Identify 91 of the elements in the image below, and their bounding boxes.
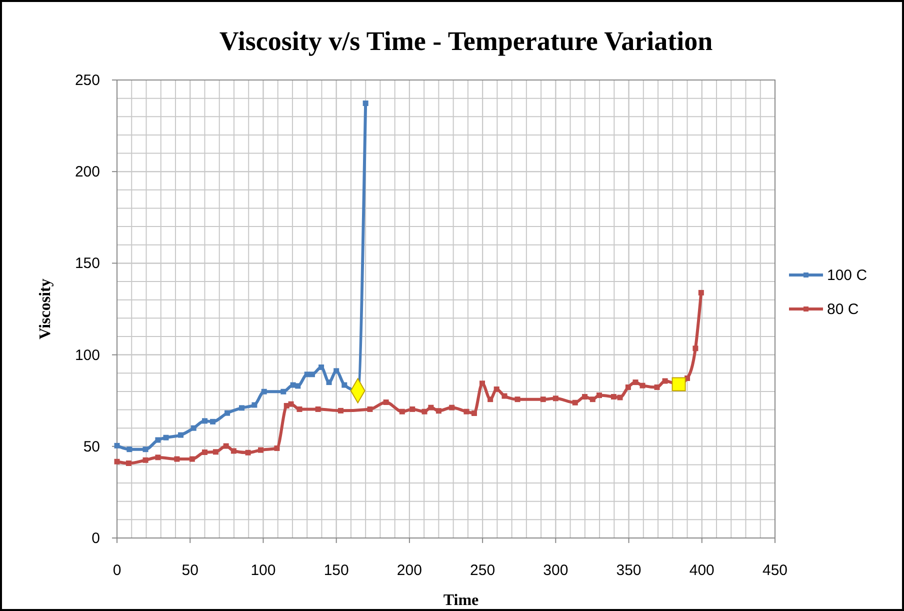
point [210,418,216,424]
point [252,402,258,408]
legend-label: 100 C [827,267,868,284]
point [362,100,368,106]
point [274,445,280,451]
x-tick-label: 450 [762,562,788,579]
point [572,400,578,406]
point [494,386,500,392]
point [212,449,218,455]
y-tick-label: 100 [74,346,100,364]
x-tick-label: 100 [250,562,276,579]
y-tick-label: 0 [92,530,100,547]
x-tick-label: 350 [616,562,642,579]
point [288,401,294,407]
point [625,384,631,390]
point [296,406,302,412]
x-tick-label: 250 [470,562,496,579]
point [464,408,470,414]
point [178,432,184,438]
point [692,346,698,352]
point [342,382,348,388]
point [309,372,315,378]
point [142,446,148,452]
point [399,408,405,414]
point [304,372,310,378]
point [261,388,267,394]
point [480,380,486,386]
point [155,437,161,443]
point [422,408,428,414]
point [552,396,558,402]
point [449,404,455,410]
x-tick-label: 50 [182,562,198,579]
x-tick-label: 150 [324,562,349,579]
point [114,442,120,448]
point [230,448,236,454]
point [334,368,340,374]
x-tick-label: 300 [543,562,568,579]
point [582,394,588,400]
point [155,454,161,460]
point [338,408,344,414]
point [617,394,623,400]
chart-title: Viscosity v/s Time - Temperature Variation [219,26,713,56]
x-axis-title: Time [443,592,479,609]
point [295,383,301,389]
point [596,392,602,398]
point [315,406,321,412]
point [245,450,251,456]
point [672,377,686,392]
y-axis-title: Viscosity [37,278,54,340]
point [318,364,324,370]
point [436,408,442,414]
point [142,457,148,463]
point [174,456,180,462]
x-tick-label: 0 [112,562,122,579]
point [514,396,520,402]
x-tick-label: 400 [689,562,714,579]
point [640,382,646,388]
point [126,460,132,466]
point [540,396,546,402]
point [114,458,120,464]
point [471,410,477,416]
point [189,456,195,462]
point [502,393,508,399]
point [590,396,596,402]
point [632,380,638,386]
point [280,388,286,394]
legend-label: 80 C [827,301,859,318]
point [428,404,434,410]
point [258,447,264,453]
point [654,384,660,390]
point [238,405,244,411]
point [190,425,196,431]
point [223,443,229,449]
point [698,290,704,296]
point [163,434,169,440]
x-tick-label: 200 [396,562,422,579]
point [202,450,208,456]
y-tick-label: 200 [74,164,100,181]
point [662,378,668,384]
y-tick-label: 50 [83,438,100,456]
y-tick-label: 250 [74,72,100,89]
point [383,400,389,405]
y-tick-label: 150 [74,255,100,272]
point [126,446,132,452]
point [367,406,373,412]
point [610,394,616,400]
point [410,406,416,412]
point [202,418,208,424]
point [224,410,230,416]
point [488,396,494,402]
point [326,380,332,386]
